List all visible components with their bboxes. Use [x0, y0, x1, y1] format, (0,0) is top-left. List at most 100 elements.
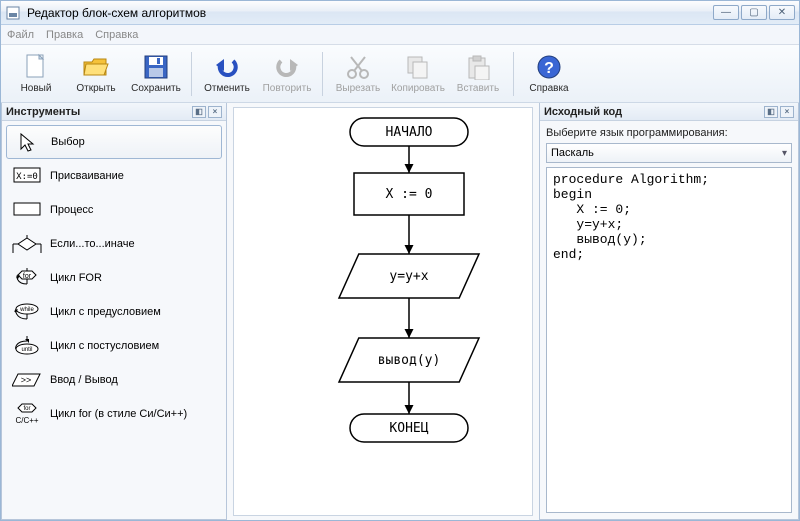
svg-text:НАЧАЛО: НАЧАЛО: [386, 125, 433, 140]
tool-label: Цикл FOR: [50, 272, 102, 284]
svg-text:вывод(y): вывод(y): [378, 353, 441, 368]
tools-panel-header: Инструменты ◧ ×: [2, 103, 226, 121]
open-label: Открыть: [76, 83, 115, 94]
undo-button[interactable]: Отменить: [198, 48, 256, 100]
tool-forcpp[interactable]: for C/C++ Цикл for (в стиле Си/Си++): [6, 397, 222, 431]
ifelse-icon: [12, 233, 42, 255]
code-panel-header: Исходный код ◧ ×: [540, 103, 798, 121]
for-icon: for: [12, 267, 42, 289]
tool-label: Присваивание: [50, 170, 124, 182]
copy-icon: [404, 53, 432, 81]
io-icon: >>: [12, 369, 42, 391]
open-folder-icon: [82, 53, 110, 81]
tool-label: Цикл с предусловием: [50, 306, 161, 318]
process-icon: [12, 199, 42, 221]
toolbar-separator: [513, 52, 514, 96]
panel-close-button[interactable]: ×: [780, 106, 794, 118]
help-label: Справка: [529, 83, 568, 94]
code-panel: Исходный код ◧ × Выберите язык программи…: [539, 103, 799, 520]
open-button[interactable]: Открыть: [67, 48, 125, 100]
tool-until[interactable]: until Цикл с постусловием: [6, 329, 222, 363]
tools-panel-title: Инструменты: [6, 106, 80, 118]
menu-edit[interactable]: Правка: [46, 29, 83, 41]
svg-text:КОНЕЦ: КОНЕЦ: [389, 421, 428, 436]
copy-label: Копировать: [391, 83, 445, 94]
tool-label: Если...то...иначе: [50, 238, 135, 250]
svg-text:for: for: [23, 273, 32, 280]
tool-select[interactable]: Выбор: [6, 125, 222, 159]
svg-text:while: while: [19, 307, 34, 313]
svg-text:X:=0: X:=0: [16, 172, 38, 182]
panel-float-button[interactable]: ◧: [192, 106, 206, 118]
new-button[interactable]: Новый: [7, 48, 65, 100]
svg-text:for: for: [23, 406, 30, 412]
cut-scissors-icon: [344, 53, 372, 81]
panel-close-button[interactable]: ×: [208, 106, 222, 118]
tool-for[interactable]: for Цикл FOR: [6, 261, 222, 295]
language-label: Выберите язык программирования:: [546, 127, 792, 139]
tool-label: Цикл for (в стиле Си/Си++): [50, 408, 187, 420]
app-icon: [5, 5, 21, 21]
canvas-area: НАЧАЛО X := 0 y=y+x вывод(y) КОНЕЦ: [227, 103, 539, 520]
tool-io[interactable]: >> Ввод / Вывод: [6, 363, 222, 397]
redo-icon: [273, 53, 301, 81]
help-icon: ?: [535, 53, 563, 81]
assign-icon: X:=0: [12, 165, 42, 187]
tool-ifelse[interactable]: Если...то...иначе: [6, 227, 222, 261]
tool-label: Выбор: [51, 136, 85, 148]
language-select[interactable]: Паскаль: [546, 143, 792, 163]
redo-button[interactable]: Повторить: [258, 48, 316, 100]
help-button[interactable]: ? Справка: [520, 48, 578, 100]
panel-float-button[interactable]: ◧: [764, 106, 778, 118]
paste-clipboard-icon: [464, 53, 492, 81]
tool-assign[interactable]: X:=0 Присваивание: [6, 159, 222, 193]
svg-text:X := 0: X := 0: [386, 187, 433, 202]
window-title: Редактор блок-схем алгоритмов: [27, 6, 713, 20]
toolbar-separator: [322, 52, 323, 96]
menu-file[interactable]: Файл: [7, 29, 34, 41]
paste-label: Вставить: [457, 83, 499, 94]
menu-help[interactable]: Справка: [95, 29, 138, 41]
while-icon: while: [12, 301, 42, 323]
flowchart-sheet[interactable]: НАЧАЛО X := 0 y=y+x вывод(y) КОНЕЦ: [233, 107, 533, 516]
redo-label: Повторить: [263, 83, 312, 94]
toolbar-separator: [191, 52, 192, 96]
save-floppy-icon: [142, 53, 170, 81]
cut-label: Вырезать: [336, 83, 380, 94]
menubar: Файл Правка Справка: [1, 25, 799, 45]
save-label: Сохранить: [131, 83, 181, 94]
until-icon: until: [12, 335, 42, 357]
cursor-icon: [13, 131, 43, 153]
svg-text:>>: >>: [21, 375, 32, 385]
code-output[interactable]: procedure Algorithm; begin X := 0; y=y+x…: [546, 167, 792, 513]
tools-panel: Инструменты ◧ × Выбор X:=0 Присваивание …: [1, 103, 227, 520]
svg-text:C/C++: C/C++: [15, 416, 38, 425]
language-selected: Паскаль: [551, 147, 594, 159]
tools-list: Выбор X:=0 Присваивание Процесс Если...т…: [2, 121, 226, 435]
undo-icon: [213, 53, 241, 81]
titlebar: Редактор блок-схем алгоритмов — ▢ ✕: [1, 1, 799, 25]
undo-label: Отменить: [204, 83, 250, 94]
cut-button[interactable]: Вырезать: [329, 48, 387, 100]
tool-label: Цикл с постусловием: [50, 340, 159, 352]
tool-while[interactable]: while Цикл с предусловием: [6, 295, 222, 329]
minimize-button[interactable]: —: [713, 5, 739, 20]
window-controls: — ▢ ✕: [713, 5, 795, 20]
copy-button[interactable]: Копировать: [389, 48, 447, 100]
tool-process[interactable]: Процесс: [6, 193, 222, 227]
new-label: Новый: [21, 83, 52, 94]
save-button[interactable]: Сохранить: [127, 48, 185, 100]
new-file-icon: [22, 53, 50, 81]
toolbar: Новый Открыть Сохранить Отменить Повтори…: [1, 45, 799, 103]
paste-button[interactable]: Вставить: [449, 48, 507, 100]
code-panel-title: Исходный код: [544, 106, 622, 118]
close-button[interactable]: ✕: [769, 5, 795, 20]
svg-text:y=y+x: y=y+x: [389, 269, 428, 284]
tool-label: Процесс: [50, 204, 93, 216]
svg-text:?: ?: [544, 60, 554, 77]
maximize-button[interactable]: ▢: [741, 5, 767, 20]
content: Инструменты ◧ × Выбор X:=0 Присваивание …: [1, 103, 799, 520]
svg-text:until: until: [21, 347, 32, 353]
tool-label: Ввод / Вывод: [50, 374, 118, 386]
forcpp-icon: for C/C++: [12, 403, 42, 425]
